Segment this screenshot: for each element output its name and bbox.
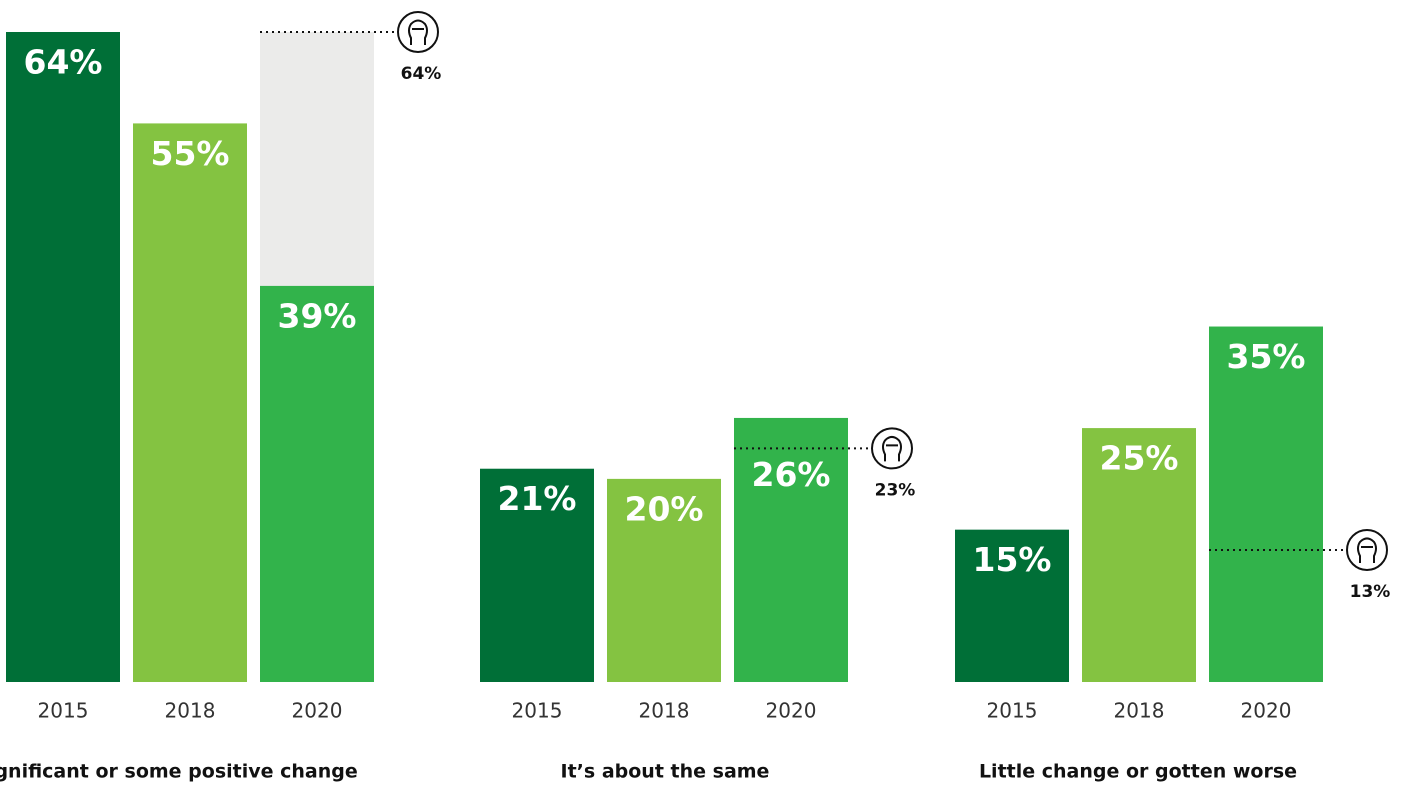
reference-icon xyxy=(871,427,913,470)
reference-label: 13% xyxy=(1350,582,1391,602)
bar xyxy=(734,417,848,682)
value-label: 55% xyxy=(151,134,230,173)
bar xyxy=(480,468,594,682)
group-title: It’s about the same xyxy=(561,761,770,783)
x-tick-label: 2018 xyxy=(165,699,216,723)
x-tick-label: 2015 xyxy=(38,699,89,723)
x-tick-label: 2020 xyxy=(292,699,343,723)
reference-icon-head xyxy=(882,435,902,462)
value-label: 35% xyxy=(1227,337,1306,376)
reference-label: 23% xyxy=(875,480,916,500)
reference-icon xyxy=(397,11,439,53)
bar xyxy=(260,285,374,682)
value-label: 39% xyxy=(278,296,357,335)
bar xyxy=(6,32,120,682)
value-label: 26% xyxy=(752,455,831,494)
x-tick-label: 2018 xyxy=(639,699,690,723)
reference-icon xyxy=(1346,528,1388,571)
bar xyxy=(607,478,721,682)
bar xyxy=(955,529,1069,682)
value-label: 64% xyxy=(24,43,103,82)
x-tick-label: 2018 xyxy=(1114,699,1165,723)
reference-icon-head xyxy=(1357,537,1377,563)
value-label: 15% xyxy=(973,540,1052,579)
value-label: 21% xyxy=(498,479,577,518)
value-label: 25% xyxy=(1100,439,1179,478)
group-title: Little change or gotten worse xyxy=(979,761,1297,783)
group-title: Significant or some positive change xyxy=(0,761,358,783)
x-tick-label: 2020 xyxy=(1241,699,1292,723)
x-tick-label: 2015 xyxy=(512,699,563,723)
reference-label: 64% xyxy=(401,64,442,84)
bar xyxy=(1209,326,1323,682)
bar xyxy=(1082,428,1196,682)
reference-icon-head xyxy=(408,19,428,45)
x-tick-label: 2020 xyxy=(766,699,817,723)
x-tick-label: 2015 xyxy=(987,699,1038,723)
value-label: 20% xyxy=(625,489,704,528)
bar xyxy=(133,123,247,682)
